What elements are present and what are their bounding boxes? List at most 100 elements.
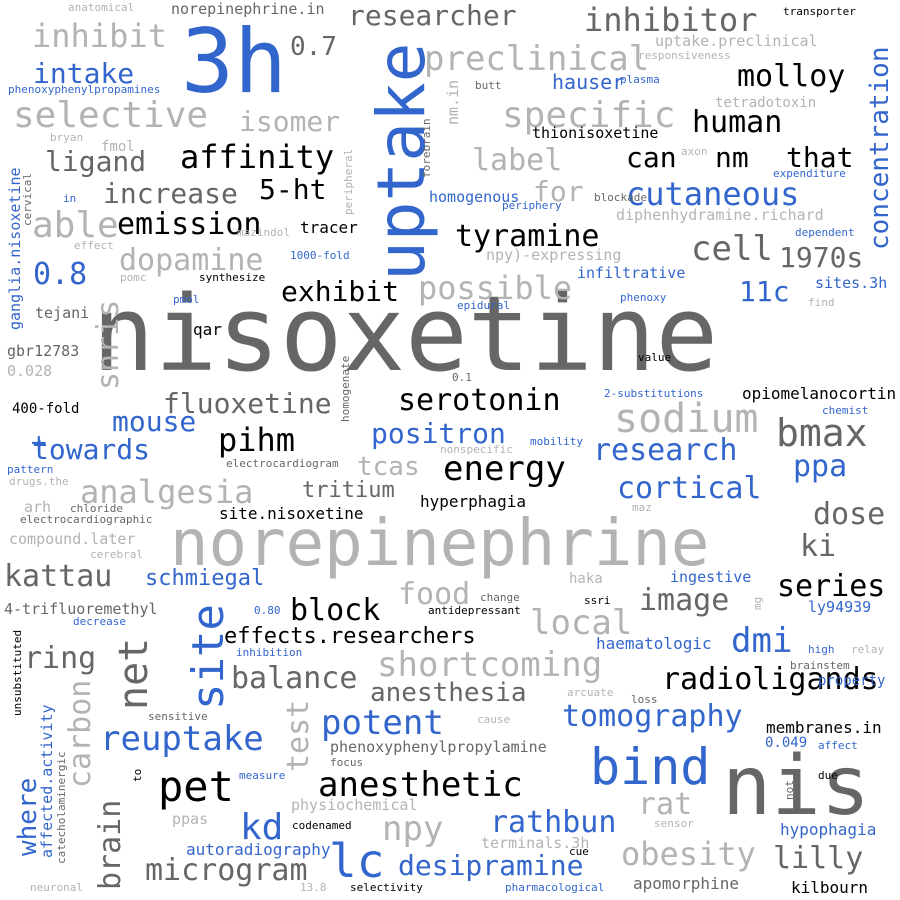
word-forebrain: forebrain	[420, 118, 433, 178]
word-neuronal: neuronal	[30, 881, 83, 894]
word-1970s: 1970s	[779, 241, 864, 274]
word-3h: 3h	[181, 10, 287, 113]
word-synthesize: synthesize	[199, 271, 266, 284]
word-increase: increase	[103, 177, 238, 210]
plus-icon: +	[31, 428, 47, 458]
word-able: able	[32, 205, 119, 246]
word-400-fold: 400-fold	[12, 401, 80, 417]
word-0.8: 0.8	[33, 257, 88, 292]
word-affect: affect	[818, 739, 858, 752]
word-food: food	[398, 577, 471, 612]
word-molloy: molloy	[737, 59, 846, 94]
word-positron: positron	[371, 417, 506, 450]
word-peripheral: peripheral	[342, 148, 355, 215]
word-cell: cell	[691, 229, 773, 269]
word-chemist: chemist	[822, 404, 869, 417]
word-can: can	[626, 141, 677, 174]
word-ppas: ppas	[172, 810, 209, 828]
word-serotonin: serotonin	[398, 383, 561, 418]
word-13.8: 13.8	[300, 881, 327, 894]
word-nonspecific: nonspecific	[440, 443, 513, 456]
word-maz: maz	[632, 501, 652, 514]
word-schmiegal: schmiegal	[145, 566, 265, 591]
word-not: not	[783, 780, 796, 800]
word-concentration: concentration	[865, 46, 895, 251]
word-expenditure: expenditure	[773, 167, 846, 180]
word-epidural: epidural	[457, 299, 510, 312]
word-pharmacological: pharmacological	[505, 881, 605, 894]
word-site: site	[183, 604, 234, 710]
word-axon: axon	[681, 145, 708, 158]
word-shortcoming: shortcoming	[377, 645, 603, 685]
word-image: image	[639, 583, 730, 618]
word-ly94939: ly94939	[808, 598, 872, 616]
word-nm: nm	[715, 141, 749, 174]
word-desipramine: desipramine	[398, 849, 584, 882]
word-plasma: plasma	[620, 73, 660, 86]
word-npy)-expressing: npy)-expressing	[486, 246, 622, 264]
word-mazindol: mazindol	[237, 226, 290, 239]
word-cutaneous: cutaneous	[626, 175, 800, 213]
word-npy: npy	[382, 809, 444, 849]
word-periphery: periphery	[502, 199, 562, 212]
word-selective: selective	[13, 95, 209, 136]
word-fluoxetine: fluoxetine	[163, 387, 332, 420]
word-nisoxetine: nisoxetine	[92, 273, 719, 395]
word-emission: emission	[117, 207, 262, 242]
word-0.1: 0.1	[452, 371, 472, 384]
word-kd: kd	[240, 807, 284, 848]
word-to: to	[131, 768, 144, 782]
word-research: research	[593, 433, 738, 468]
word-ssri: ssri	[584, 594, 611, 607]
word-sites.3h: sites.3h	[815, 274, 888, 292]
word-electrocardiogram: electrocardiogram	[226, 457, 339, 470]
word-sensor: sensor	[654, 817, 694, 830]
word-compound.later: compound.later	[9, 530, 136, 548]
word-due: due	[818, 769, 838, 782]
word-find: find	[808, 296, 835, 309]
word-cerebral: cerebral	[90, 548, 143, 561]
word-diphenhydramine.richard: diphenhydramine.richard	[616, 206, 824, 224]
word-kattau: kattau	[4, 559, 113, 594]
word-ring: ring	[24, 641, 97, 676]
word-5-ht: 5-ht	[259, 173, 327, 206]
word-0.80: 0.80	[254, 604, 281, 617]
word-infiltrative: infiltrative	[577, 264, 686, 282]
word-tomography: tomography	[562, 699, 743, 734]
word-electrocardiographic: electrocardiographic	[20, 513, 153, 526]
word-nm.in: nm.in	[444, 79, 462, 125]
word-rat: rat	[638, 787, 693, 822]
word-drugs.the: drugs.the	[9, 475, 69, 488]
word-hypophagia: hypophagia	[780, 820, 877, 839]
word-specific: specific	[502, 95, 676, 136]
word-microgram: microgram	[145, 853, 308, 888]
word-loss: loss	[631, 693, 658, 706]
word-snris: snris	[91, 299, 126, 390]
word-rathbun: rathbun	[490, 805, 617, 840]
word-ingestive: ingestive	[670, 568, 752, 586]
word-catecholaminergic: catecholaminergic	[55, 751, 68, 864]
word-haematologic: haematologic	[596, 634, 712, 653]
word-tritium: tritium	[302, 478, 395, 503]
word-dose: dose	[813, 497, 886, 532]
word-mg: mg	[751, 596, 764, 610]
word-series: series	[777, 569, 886, 604]
word-anatomical: anatomical	[68, 1, 135, 14]
word-obesity: obesity	[621, 835, 756, 873]
word-for: for	[533, 175, 584, 208]
word-block: block	[290, 593, 381, 628]
word-towards: towards	[32, 433, 151, 466]
word-arh: arh	[24, 498, 52, 516]
word-balance: balance	[231, 661, 358, 696]
word-terminals.3h: terminals.3h	[481, 834, 590, 852]
word-change: change	[480, 591, 520, 604]
word-fmol: fmol	[101, 139, 135, 155]
word-ppa: ppa	[793, 449, 848, 484]
word-thionisoxetine: thionisoxetine	[532, 124, 659, 142]
word-blockade: blockade	[594, 191, 647, 204]
word-reuptake: reuptake	[100, 719, 264, 759]
word-cause: cause	[477, 713, 511, 726]
word-cue: cue	[569, 845, 589, 858]
word-haka: haka	[569, 571, 603, 587]
